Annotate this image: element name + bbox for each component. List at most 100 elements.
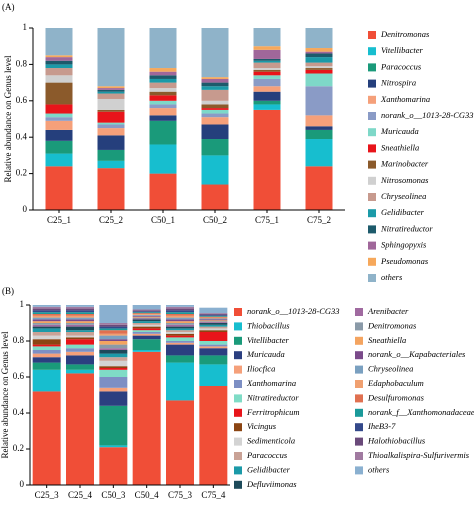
x-tick-label: C25_3 — [35, 490, 60, 500]
bar-segment — [66, 369, 94, 374]
legend-label: Paracoccus — [246, 450, 288, 460]
bar-segment — [305, 68, 333, 70]
bar-segment — [132, 339, 161, 350]
bar-segment — [253, 100, 281, 105]
bar-segment — [99, 445, 128, 448]
bar-segment — [166, 355, 194, 363]
legend-swatch — [234, 452, 242, 460]
legend-label: Halothiobacillus — [367, 436, 426, 446]
bar-segment — [199, 346, 228, 349]
bar-segment — [253, 104, 281, 110]
bar-segment — [166, 337, 194, 341]
legend-label: Pseudomonas — [380, 256, 429, 266]
bar-segment — [99, 323, 128, 325]
x-tick-label: C25_2 — [99, 215, 123, 225]
bar-segment — [166, 341, 194, 343]
bar-segment — [149, 28, 177, 69]
bar-segment — [132, 321, 161, 323]
bar-segment — [132, 315, 161, 317]
bar-segment — [32, 335, 61, 340]
bar-segment — [99, 305, 128, 323]
bar-segment — [166, 314, 194, 316]
bar-segment — [166, 317, 194, 320]
legend-label: Muricauda — [246, 349, 285, 359]
bar-segment — [132, 314, 161, 315]
bar-segment — [166, 315, 194, 318]
bar-segment — [166, 310, 194, 313]
bar-segment — [166, 323, 194, 325]
bar-segment — [132, 309, 161, 311]
bar-segment — [132, 310, 161, 312]
legend-swatch — [355, 437, 363, 446]
bar-segment — [199, 364, 228, 386]
y-tick-label: 1 — [23, 22, 28, 32]
bar-segment — [132, 305, 161, 310]
bar-segment — [32, 339, 61, 345]
bar-segment — [201, 124, 229, 140]
bar-segment — [66, 364, 94, 370]
bar-segment — [132, 330, 161, 332]
y-tick-label: 0 — [20, 479, 25, 489]
bar-segment — [66, 305, 94, 307]
bar-segment — [166, 330, 194, 332]
legend-label: norank_o__Kapabacteriales — [368, 349, 466, 359]
bar-segment — [45, 28, 73, 56]
x-tick-label: C75_1 — [255, 215, 279, 225]
bar-segment — [99, 333, 128, 336]
bar-segment — [32, 312, 61, 314]
legend-label: Defluviimonas — [246, 479, 297, 489]
bar-segment — [166, 400, 194, 485]
y-tick-label: 0 — [23, 204, 28, 214]
bar-segment — [99, 353, 128, 358]
bar-segment — [32, 332, 61, 336]
y-tick-label: 0.4 — [13, 407, 25, 417]
bar-segment — [149, 82, 177, 89]
legend-label: Sphingopyxis — [381, 240, 427, 250]
bar-segment — [201, 100, 229, 105]
bar-segment — [45, 113, 73, 118]
bar-segment — [32, 328, 61, 332]
bar-segment — [149, 100, 177, 105]
legend-swatch — [234, 322, 242, 331]
legend-label: Edaphobaculum — [367, 378, 424, 388]
bar-segment — [166, 324, 194, 327]
bar-segment — [45, 68, 73, 76]
bar-segment — [201, 104, 229, 109]
bar-segment — [66, 332, 94, 336]
bar-segment — [166, 333, 194, 336]
bar-segment — [201, 28, 229, 78]
bar-segment — [99, 339, 128, 341]
legend-swatch — [355, 423, 363, 432]
legend-label: IheB3-7 — [367, 421, 396, 431]
bar-segment — [97, 89, 125, 92]
legend-swatch — [234, 480, 242, 489]
panel-label: (B) — [2, 286, 14, 296]
bar-segment — [199, 386, 228, 485]
bar-segment — [132, 328, 161, 331]
bar-segment — [305, 166, 333, 210]
legend-swatch — [234, 308, 242, 316]
bar-segment — [45, 129, 73, 141]
legend-label: norank_o__1013-28-CG33 — [381, 110, 474, 120]
bar-segment — [166, 335, 194, 338]
bar-segment — [97, 168, 125, 210]
legend-swatch — [368, 274, 376, 282]
legend-label: Denitromonas — [367, 320, 417, 330]
legend-label: Gelidibacter — [381, 207, 425, 217]
bar-segment — [45, 57, 73, 61]
bar-segment — [97, 111, 125, 123]
bar-segment — [201, 139, 229, 156]
bar-segment — [45, 64, 73, 69]
bar-segment — [253, 46, 281, 50]
bar-segment — [97, 128, 125, 136]
bar-segment — [132, 318, 161, 320]
bar-segment — [149, 91, 177, 96]
legend-swatch — [368, 144, 376, 153]
bar-segment — [149, 173, 177, 210]
legend-label: Chryseolinea — [381, 191, 426, 201]
bar-segment — [305, 57, 333, 63]
bar-segment — [199, 348, 228, 356]
bar-segment — [99, 344, 128, 349]
bar-segment — [166, 328, 194, 331]
bar-segment — [66, 314, 94, 316]
